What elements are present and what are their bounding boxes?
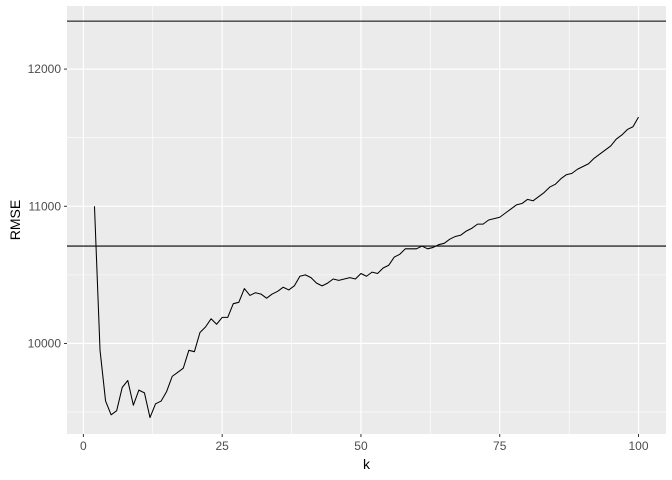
x-tick-label: 75 xyxy=(493,439,507,453)
y-tick-label: 11000 xyxy=(29,199,62,213)
x-axis-ticks: 0 25 50 75 100 xyxy=(80,434,649,453)
y-axis-title: RMSE xyxy=(7,200,23,240)
y-tick-label: 10000 xyxy=(28,336,62,350)
rmse-series-line xyxy=(93,116,639,419)
major-gridlines xyxy=(67,6,666,434)
x-tick-label: 50 xyxy=(354,439,368,453)
x-axis-title: k xyxy=(363,456,371,472)
x-tick-label: 0 xyxy=(80,439,87,453)
minor-gridlines xyxy=(67,6,666,434)
plot-panel xyxy=(67,6,666,434)
x-tick-label: 25 xyxy=(215,439,229,453)
reference-lines xyxy=(67,20,666,247)
x-tick-label: 100 xyxy=(629,439,649,453)
y-axis-ticks: 10000 11000 12000 xyxy=(28,62,67,350)
series-layer xyxy=(93,116,639,419)
y-tick-label: 12000 xyxy=(28,62,62,76)
